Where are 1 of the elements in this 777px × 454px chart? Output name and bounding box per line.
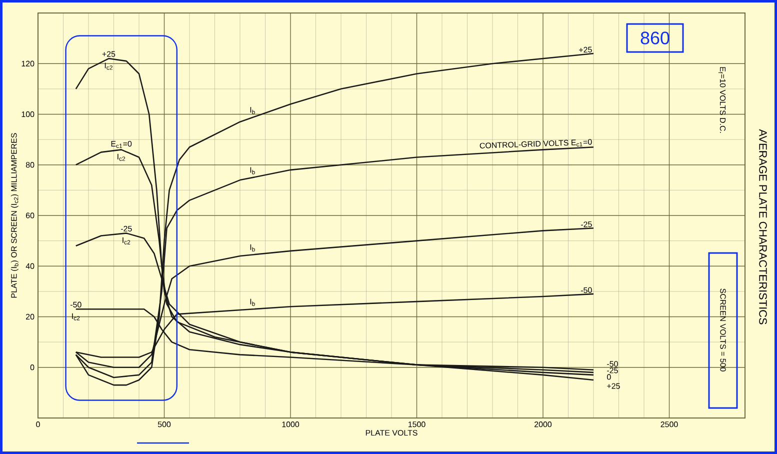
text: AVERAGE PLATE CHARACTERISTICS (759, 129, 767, 324)
